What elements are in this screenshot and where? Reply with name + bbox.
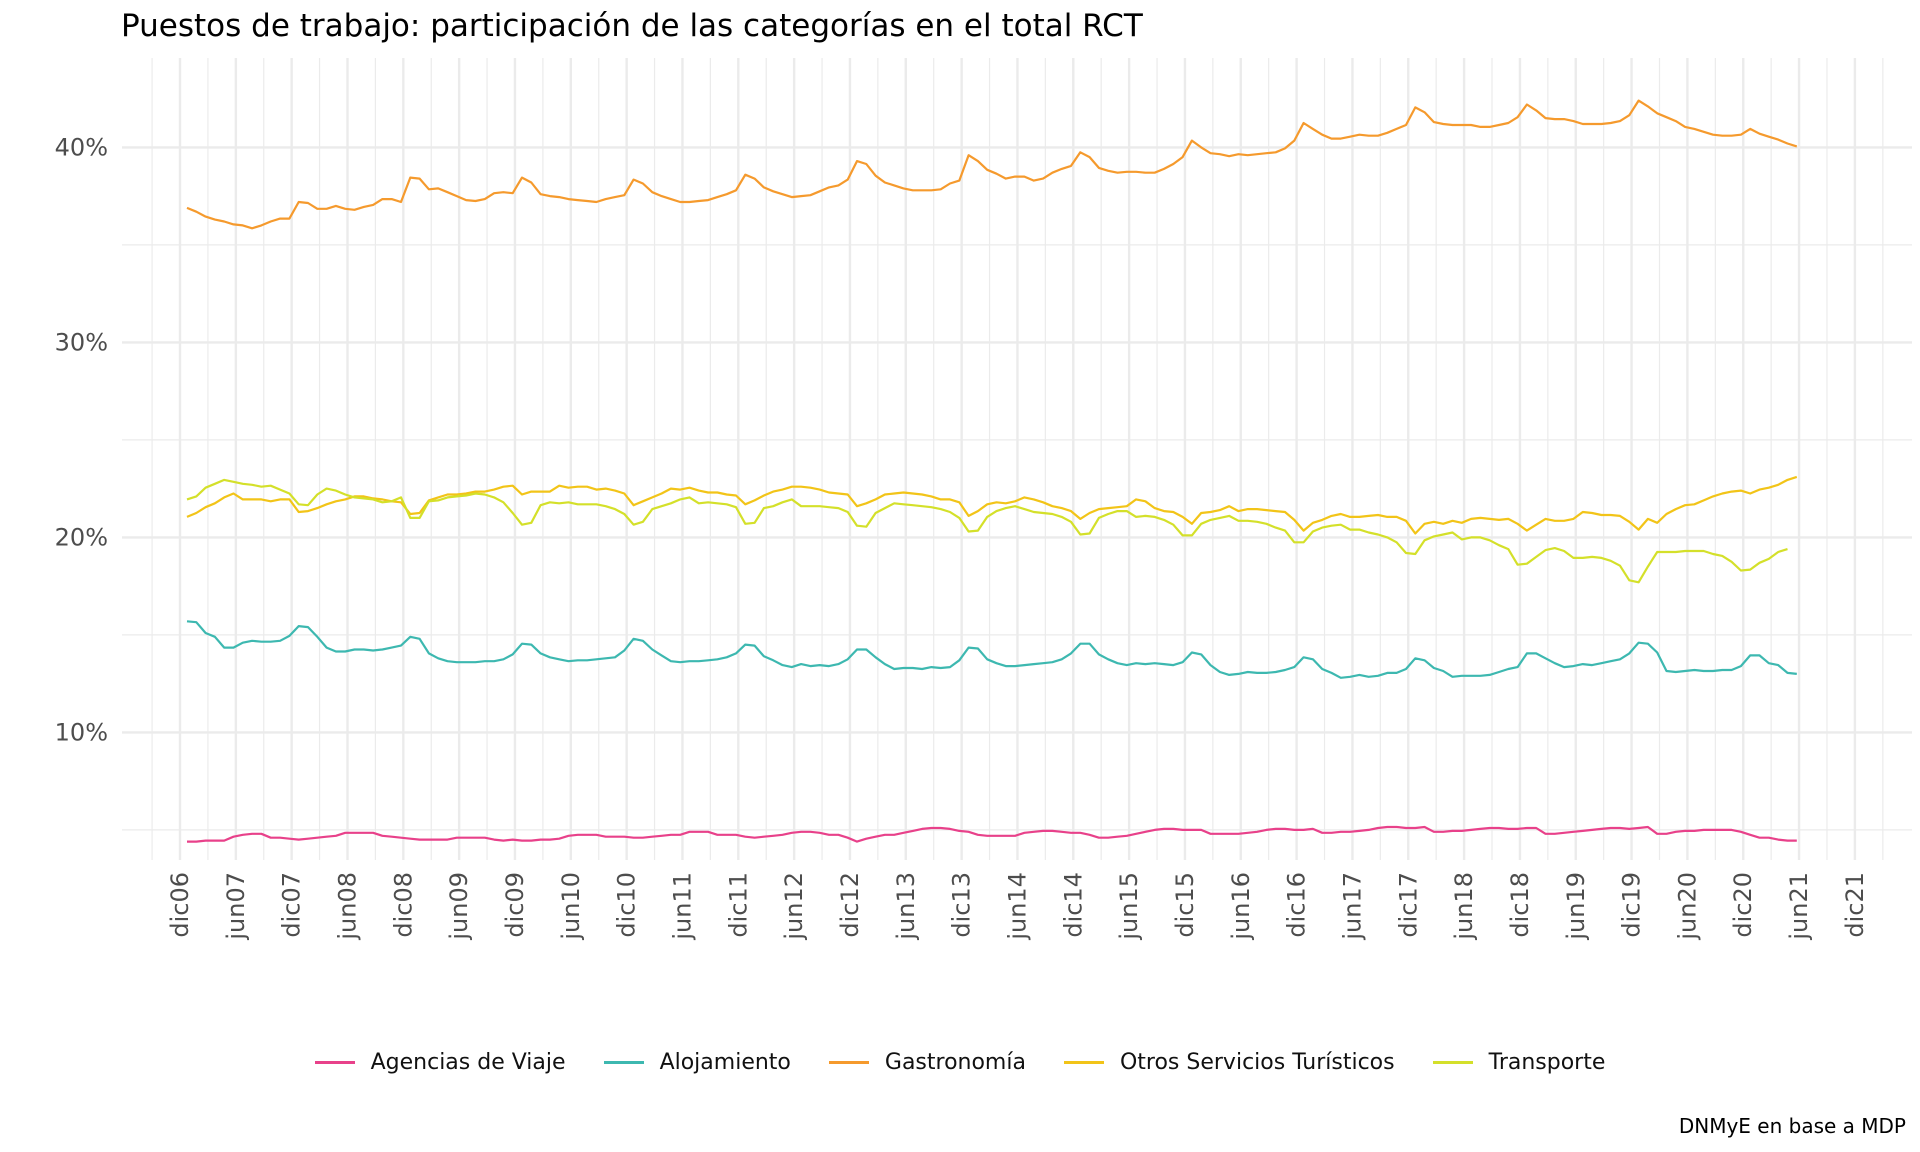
legend-swatch xyxy=(314,1061,355,1064)
x-tick-label: jun07 xyxy=(222,872,250,941)
x-tick-label: dic21 xyxy=(1841,872,1869,938)
x-tick-label: jun12 xyxy=(780,872,808,941)
legend-label: Gastronomía xyxy=(884,1050,1026,1075)
legend-label: Transporte xyxy=(1488,1050,1606,1075)
y-axis-labels: 10% 20% 30% 40% xyxy=(55,133,108,746)
x-tick-label: dic18 xyxy=(1506,872,1534,938)
x-tick-label: dic10 xyxy=(613,872,641,938)
x-tick-label: jun09 xyxy=(445,872,473,941)
chart-title: Puestos de trabajo: participación de las… xyxy=(121,8,1143,44)
x-tick-label: dic13 xyxy=(948,872,976,938)
x-axis-labels: dic06 jun07 dic07 jun08 dic08 jun09 dic09 jun10… xyxy=(166,872,1869,941)
source-caption: DNMyE en base a MDP xyxy=(1678,1114,1906,1138)
x-tick-label: jun08 xyxy=(333,872,361,941)
x-tick-label: jun10 xyxy=(557,872,585,941)
x-tick-label: jun14 xyxy=(1003,872,1031,941)
legend-item: Alojamiento xyxy=(603,1050,791,1075)
legend-swatch xyxy=(603,1061,644,1064)
x-tick-label: dic20 xyxy=(1729,872,1757,938)
x-tick-label: dic19 xyxy=(1618,872,1646,938)
x-tick-label: dic11 xyxy=(724,872,752,938)
x-tick-label: dic08 xyxy=(389,872,417,938)
series-line-gastronom-a xyxy=(186,99,1798,230)
x-tick-label: dic07 xyxy=(278,872,306,938)
legend-swatch xyxy=(1063,1061,1104,1064)
x-tick-label: dic09 xyxy=(501,872,529,938)
legend-item: Transporte xyxy=(1432,1050,1606,1075)
x-tick-label: jun18 xyxy=(1450,872,1478,941)
x-tick-label: dic06 xyxy=(166,872,194,938)
y-tick-label: 20% xyxy=(55,523,108,551)
x-tick-label: dic12 xyxy=(836,872,864,938)
series-line-alojamiento xyxy=(186,620,1797,679)
x-tick-label: jun17 xyxy=(1338,872,1366,941)
legend-label: Alojamiento xyxy=(659,1050,791,1075)
grid-lines xyxy=(122,58,1912,860)
x-tick-label: jun21 xyxy=(1785,872,1813,941)
x-tick-label: dic15 xyxy=(1171,872,1199,938)
y-tick-label: 40% xyxy=(55,133,108,161)
series-line-agencias-de-viaje xyxy=(187,825,1797,843)
x-tick-label: dic17 xyxy=(1394,872,1422,938)
series-lines xyxy=(186,99,1798,843)
x-tick-label: jun20 xyxy=(1673,872,1701,941)
legend-swatch xyxy=(828,1061,869,1064)
y-tick-label: 30% xyxy=(55,328,108,356)
x-tick-label: jun11 xyxy=(668,872,696,941)
legend: Agencias de Viaje Alojamiento Gastronomía O… xyxy=(0,1050,1920,1075)
series-line-otros-servicios-tur-sticos xyxy=(186,475,1798,535)
legend-item: Agencias de Viaje xyxy=(314,1050,566,1075)
x-tick-label: jun15 xyxy=(1115,872,1143,941)
series-line-transporte xyxy=(186,478,1788,584)
legend-item: Otros Servicios Turísticos xyxy=(1063,1050,1395,1075)
legend-label: Agencias de Viaje xyxy=(370,1050,566,1075)
x-tick-label: dic14 xyxy=(1059,872,1087,938)
x-tick-label: jun19 xyxy=(1562,872,1590,941)
y-tick-label: 10% xyxy=(55,718,108,746)
legend-item: Gastronomía xyxy=(828,1050,1026,1075)
x-tick-label: jun13 xyxy=(892,872,920,941)
x-tick-label: dic16 xyxy=(1283,872,1311,938)
x-tick-label: jun16 xyxy=(1227,872,1255,941)
legend-label: Otros Servicios Turísticos xyxy=(1119,1050,1395,1075)
legend-swatch xyxy=(1432,1061,1473,1064)
